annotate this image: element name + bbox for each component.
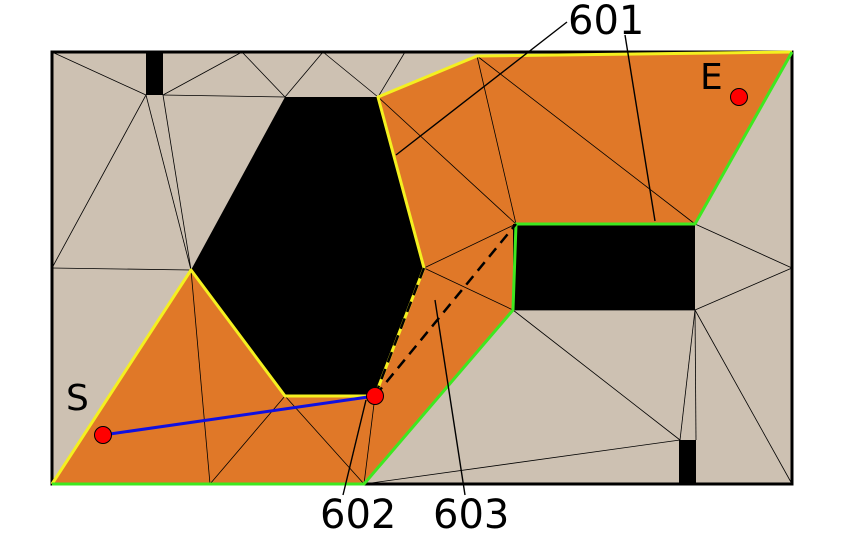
- start-point: [94, 426, 112, 444]
- obstacle-rectangle: [513, 224, 695, 310]
- left-boundary-line: [50, 50, 793, 485]
- start-label: S: [66, 378, 89, 419]
- leader-603: [434, 299, 466, 496]
- corridor-region: [52, 52, 792, 484]
- reference-label-602: 602: [320, 492, 396, 536]
- path-segment: [102, 394, 376, 437]
- obstacle-hexagon: [191, 97, 424, 396]
- end-label: E: [700, 57, 723, 98]
- obstacle-bottom-post: [679, 440, 696, 484]
- map-border: [50, 50, 794, 486]
- leader-601-right: [624, 34, 656, 222]
- leader-602: [342, 399, 367, 496]
- mesh-edges: [51, 51, 793, 485]
- obstacle-top-post: [146, 52, 163, 95]
- dashed-candidate-lines: [373, 223, 517, 397]
- apex-point: [366, 387, 384, 405]
- reference-label-601: 601: [568, 0, 644, 44]
- reference-leaders: [342, 21, 656, 496]
- leader-601-left: [395, 21, 568, 156]
- reference-label-603: 603: [433, 492, 509, 536]
- right-boundary-line: [52, 51, 794, 486]
- end-point: [730, 88, 748, 106]
